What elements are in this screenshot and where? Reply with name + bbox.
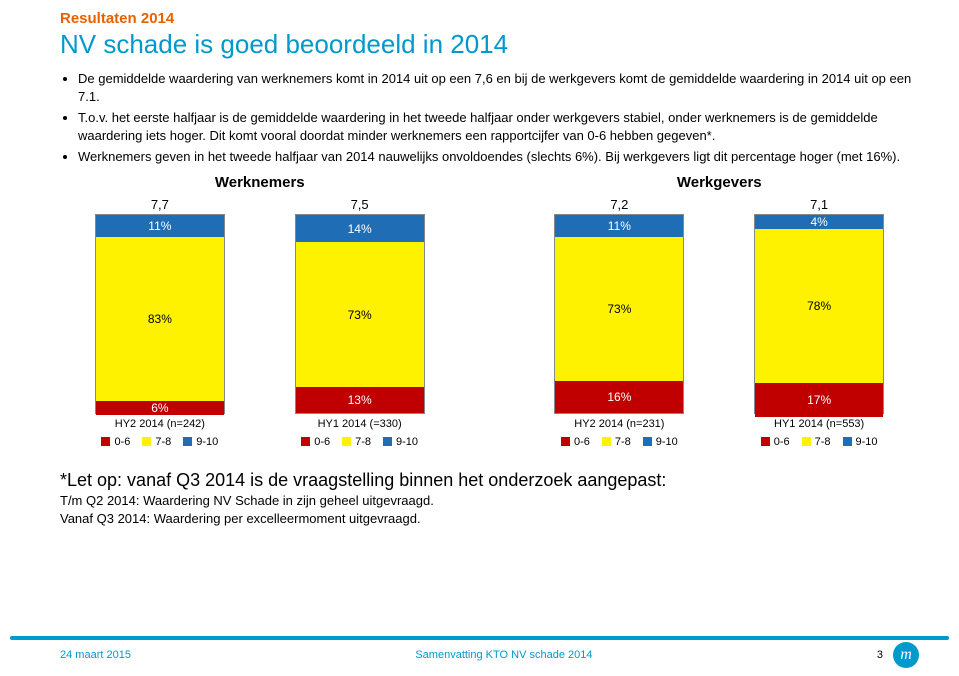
footnote-line-3: Vanaf Q3 2014: Waardering per excelleerm…: [60, 511, 421, 526]
bar-label: HY1 2014 (n=553): [774, 418, 864, 430]
segment-7-8: 78%: [755, 229, 883, 383]
footer: 24 maart 2015 Samenvatting KTO NV schade…: [0, 636, 959, 666]
legend-label: 9-10: [656, 436, 678, 448]
segment-9-10: 11%: [555, 215, 683, 237]
legend-swatch: [142, 437, 151, 446]
segment-7-8: 73%: [555, 237, 683, 382]
chart-group: Werkgevers 7,2 11%73%16% HY2 2014 (n=231) 0-…: [520, 174, 920, 448]
bullet-item: De gemiddelde waardering van werknemers …: [78, 70, 919, 105]
stacked-bar: 11%73%16%: [554, 214, 684, 414]
legend-swatch: [602, 437, 611, 446]
legend-item: 0-6: [561, 436, 590, 448]
legend-label: 0-6: [314, 436, 330, 448]
pretitle: Resultaten 2014: [60, 10, 919, 27]
legend-label: 7-8: [815, 436, 831, 448]
bar-column: 7,7 11%83%6% HY2 2014 (n=242) 0-6 7-8 9-10: [80, 197, 240, 448]
footnote: *Let op: vanaf Q3 2014 is de vraagstelli…: [60, 468, 919, 527]
logo-icon: m: [893, 642, 919, 668]
legend-label: 9-10: [196, 436, 218, 448]
segment-0-6: 16%: [555, 381, 683, 413]
bars-row: 7,711%83%6%HY2 2014 (n=242)0-67-89-107,5…: [60, 197, 460, 448]
legend-swatch: [643, 437, 652, 446]
legend-swatch: [342, 437, 351, 446]
bar-label: HY2 2014 (n=231): [574, 418, 664, 430]
segment-9-10: 11%: [96, 215, 224, 237]
legend-label: 9-10: [396, 436, 418, 448]
bar-value: 7,7: [151, 197, 169, 212]
segment-7-8: 83%: [96, 237, 224, 401]
legend-item: 9-10: [843, 436, 878, 448]
stacked-bar: 4%78%17%: [754, 214, 884, 414]
legend-label: 7-8: [155, 436, 171, 448]
legend-label: 0-6: [774, 436, 790, 448]
legend-item: 7-8: [142, 436, 171, 448]
legend-item: 9-10: [183, 436, 218, 448]
page-title: NV schade is goed beoordeeld in 2014: [60, 29, 919, 60]
bars-row: 7,211%73%16%HY2 2014 (n=231)0-67-89-107,…: [520, 197, 920, 448]
legend-item: 9-10: [643, 436, 678, 448]
legend-label: 7-8: [615, 436, 631, 448]
footer-date: 24 maart 2015: [60, 649, 131, 661]
footer-center: Samenvatting KTO NV schade 2014: [415, 649, 592, 661]
bar-value: 7,5: [351, 197, 369, 212]
bar-label: HY1 2014 (=330): [318, 418, 402, 430]
legend: 0-6 7-8 9-10: [101, 436, 218, 448]
segment-0-6: 6%: [96, 401, 224, 415]
stacked-bar: 11%83%6%: [95, 214, 225, 414]
segment-7-8: 73%: [296, 242, 424, 387]
bar-column: 7,5 14%73%13% HY1 2014 (=330) 0-6 7-8 9-10: [280, 197, 440, 448]
bar-column: 7,14%78%17%HY1 2014 (n=553)0-67-89-10: [739, 197, 899, 448]
legend-item: 9-10: [383, 436, 418, 448]
bar-label: HY2 2014 (n=242): [115, 418, 205, 430]
segment-9-10: 14%: [296, 215, 424, 243]
legend-swatch: [761, 437, 770, 446]
chart-title: Werknemers: [60, 174, 460, 191]
legend-swatch: [561, 437, 570, 446]
legend-label: 7-8: [355, 436, 371, 448]
legend-swatch: [843, 437, 852, 446]
legend-swatch: [101, 437, 110, 446]
bullet-list: De gemiddelde waardering van werknemers …: [60, 70, 919, 166]
legend-item: 0-6: [761, 436, 790, 448]
bullet-item: Werknemers geven in het tweede halfjaar …: [78, 148, 919, 166]
legend-swatch: [802, 437, 811, 446]
legend-item: 7-8: [802, 436, 831, 448]
bar-column: 7,2 11%73%16% HY2 2014 (n=231) 0-6 7-8 9-10: [539, 197, 699, 448]
footer-page-number: 3: [877, 649, 883, 661]
legend-item: 0-6: [301, 436, 330, 448]
chart-title: Werkgevers: [520, 174, 920, 191]
bullet-item: T.o.v. het eerste halfjaar is de gemidde…: [78, 109, 919, 144]
legend-item: 7-8: [342, 436, 371, 448]
legend-label: 0-6: [574, 436, 590, 448]
legend-label: 9-10: [856, 436, 878, 448]
footnote-line-1: *Let op: vanaf Q3 2014 is de vraagstelli…: [60, 470, 666, 490]
chart-group: Werknemers 7,7 11%83%6% HY2 2014 (n=242) 0-6…: [60, 174, 460, 448]
legend-swatch: [301, 437, 310, 446]
bar-value: 7,2: [610, 197, 628, 212]
charts-row: Werknemers7,711%83%6%HY2 2014 (n=242)0-6…: [60, 174, 919, 448]
legend: 0-6 7-8 9-10: [301, 436, 418, 448]
segment-9-10: 4%: [755, 215, 883, 229]
legend-item: 0-6: [101, 436, 130, 448]
legend-label: 0-6: [114, 436, 130, 448]
bar-value: 7,1: [810, 197, 828, 212]
legend: 0-6 7-8 9-10: [561, 436, 678, 448]
segment-0-6: 13%: [296, 387, 424, 413]
stacked-bar: 14%73%13%: [295, 214, 425, 414]
legend: 0-6 7-8 9-10: [761, 436, 878, 448]
legend-item: 7-8: [602, 436, 631, 448]
footnote-line-2: T/m Q2 2014: Waardering NV Schade in zij…: [60, 493, 434, 508]
legend-swatch: [383, 437, 392, 446]
segment-0-6: 17%: [755, 383, 883, 417]
legend-swatch: [183, 437, 192, 446]
